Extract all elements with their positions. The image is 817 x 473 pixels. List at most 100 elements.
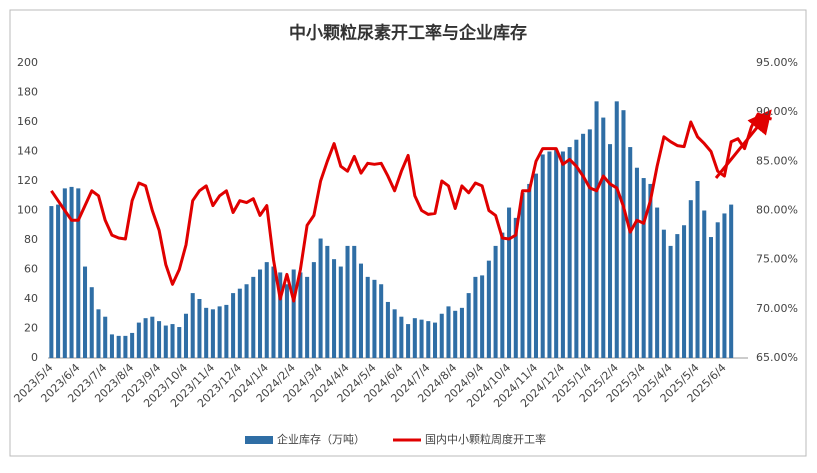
bar xyxy=(183,313,188,358)
legend-label: 企业库存（万吨） xyxy=(277,432,365,446)
bar xyxy=(244,284,249,358)
bar xyxy=(150,316,155,358)
bar xyxy=(305,276,310,358)
bar xyxy=(372,279,377,358)
bar xyxy=(453,310,458,358)
bar xyxy=(459,307,464,358)
bar xyxy=(116,335,121,358)
bar xyxy=(641,178,646,358)
bar xyxy=(439,313,444,358)
bar xyxy=(527,183,532,358)
legend-label: 国内中小颗粒周度开工率 xyxy=(425,432,546,446)
bar xyxy=(143,318,148,358)
bar xyxy=(419,319,424,358)
bar xyxy=(318,238,323,358)
bar xyxy=(399,316,404,358)
bar xyxy=(379,284,384,358)
bar xyxy=(634,167,639,358)
y-tick-label: 140 xyxy=(17,145,38,158)
bar xyxy=(715,222,720,358)
bar xyxy=(197,299,202,358)
bar xyxy=(507,207,512,358)
bar xyxy=(332,259,337,358)
bar xyxy=(352,245,357,358)
bar xyxy=(298,272,303,358)
bar xyxy=(614,101,619,358)
y-tick-label: 160 xyxy=(17,115,38,128)
bar xyxy=(621,110,626,358)
bar xyxy=(96,309,101,358)
bar xyxy=(231,293,236,358)
y2-tick-label: 90.00% xyxy=(756,105,798,118)
bar xyxy=(668,245,673,358)
chart-title: 中小颗粒尿素开工率与企业库存 xyxy=(289,23,527,44)
bar xyxy=(661,229,666,358)
frame xyxy=(9,9,807,457)
bar xyxy=(688,200,693,358)
bar xyxy=(675,234,680,358)
y2-tick-label: 65.00% xyxy=(756,351,798,364)
y2-tick-label: 95.00% xyxy=(756,56,798,69)
bar xyxy=(392,309,397,358)
bar xyxy=(513,217,518,358)
bar xyxy=(278,272,283,358)
bar xyxy=(271,266,276,358)
line xyxy=(50,112,773,303)
bar xyxy=(446,306,451,358)
bar xyxy=(708,237,713,358)
bar xyxy=(103,316,108,358)
y-tick-label: 80 xyxy=(24,233,38,246)
bar xyxy=(291,269,296,358)
bar xyxy=(520,192,525,358)
bar xyxy=(311,262,316,358)
bar xyxy=(210,309,215,358)
bar xyxy=(136,322,141,358)
y-tick-label: 120 xyxy=(17,174,38,187)
y-tick-label: 60 xyxy=(24,263,38,276)
bar xyxy=(109,334,114,358)
bar xyxy=(729,204,734,358)
bar xyxy=(500,232,505,358)
bar xyxy=(251,276,256,358)
bar xyxy=(560,151,565,358)
bar xyxy=(76,188,81,358)
bar xyxy=(385,301,390,358)
bar xyxy=(540,154,545,358)
bar xyxy=(177,327,182,358)
bar xyxy=(258,269,263,358)
y-tick-label: 40 xyxy=(24,292,38,305)
y-tick-label: 180 xyxy=(17,86,38,99)
y-tick-label: 0 xyxy=(31,351,38,364)
bar xyxy=(345,245,350,358)
bar xyxy=(123,335,128,358)
bar xyxy=(695,181,700,358)
bar xyxy=(594,101,599,358)
bar xyxy=(130,332,135,358)
bar xyxy=(204,307,209,358)
bar xyxy=(224,304,229,358)
bar xyxy=(486,260,491,358)
bar xyxy=(655,207,660,358)
bar xyxy=(581,133,586,358)
bar xyxy=(628,147,633,358)
bar xyxy=(56,204,61,358)
bar xyxy=(69,186,74,358)
legend-swatch xyxy=(245,436,273,444)
bar xyxy=(157,321,162,358)
bar xyxy=(190,293,195,358)
bar xyxy=(554,150,559,358)
bar xyxy=(473,276,478,358)
bar xyxy=(567,147,572,358)
y2-tick-label: 75.00% xyxy=(756,253,798,266)
bar xyxy=(426,321,431,358)
bar xyxy=(338,266,343,358)
bar xyxy=(62,188,67,358)
y2-tick-label: 80.00% xyxy=(756,204,798,217)
bar xyxy=(237,288,242,358)
bar xyxy=(608,144,613,358)
bar xyxy=(601,117,606,358)
bar xyxy=(533,173,538,358)
bar xyxy=(170,324,175,358)
bar xyxy=(325,245,330,358)
bar xyxy=(264,262,269,358)
